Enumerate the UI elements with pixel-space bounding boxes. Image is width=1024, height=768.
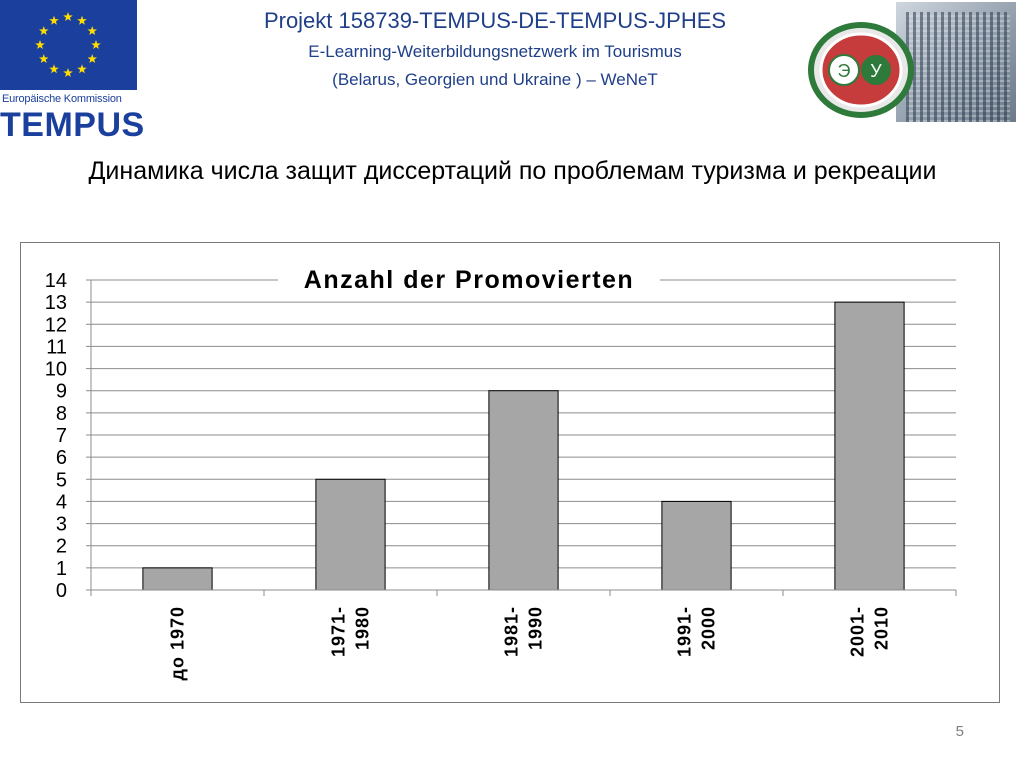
bar (661, 500, 732, 591)
bar (315, 478, 386, 591)
eu-star-icon (39, 54, 49, 63)
chart-frame: 0 1 2 3 4 5 6 7 8 9 10 11 12 13 14 до 1970 1971- 1980 1981… (20, 242, 1000, 703)
x-tick-label-line: 1980 (353, 606, 373, 650)
x-tick-label-line: 2001- (848, 606, 868, 657)
eu-star-icon (39, 26, 49, 35)
x-tick-label-line: 1971- (329, 606, 349, 657)
y-tick-label: 14 (45, 270, 67, 292)
eu-star-icon (35, 40, 45, 49)
y-tick-label: 9 (56, 381, 67, 403)
tempus-logo-text: TEMPUS (0, 106, 145, 144)
emblem-letter-u: У (870, 61, 882, 81)
x-tick-label: до 1970 (168, 606, 188, 680)
building-windows (906, 12, 1010, 122)
x-tick-label: 2001- 2010 (848, 606, 892, 657)
eu-star-icon (77, 64, 87, 74)
project-subtitle: E-Learning-Weiterbildungsnetzwerk im Tou… (308, 42, 682, 61)
y-tick-label: 5 (56, 469, 67, 491)
eu-star-icon (49, 64, 59, 74)
y-tick-label: 1 (56, 558, 67, 580)
y-tick-label: 13 (45, 292, 67, 314)
project-title: Projekt 158739-TEMPUS-DE-TEMPUS-JPHES (263, 8, 727, 33)
y-tick-label: 4 (56, 491, 67, 513)
eu-stars-icon (35, 12, 101, 77)
y-tick-label: 8 (56, 403, 67, 425)
emblem-letter-e: Э (838, 61, 851, 81)
x-tick-label-line: 1981- (502, 606, 522, 657)
project-countries: (Belarus, Georgien und Ukraine ) – WeNeT (332, 70, 658, 89)
bar (834, 301, 905, 591)
x-tick-label-line: 2010 (872, 606, 892, 650)
eu-star-icon (63, 68, 73, 77)
x-tick-label: 1981- 1990 (502, 606, 546, 657)
eu-star-icon (87, 54, 97, 63)
y-tick-label: 3 (56, 514, 67, 536)
y-tick-label: 6 (56, 447, 67, 469)
y-tick-label: 0 (56, 580, 67, 602)
chart-title: Anzahl der Promovierten (304, 266, 634, 294)
eu-star-icon (63, 12, 73, 21)
chart-title-backdrop (278, 257, 660, 299)
slide-title: Динамика числа защит диссертаций по проб… (88, 157, 937, 185)
x-tick-label-line: 1990 (526, 606, 546, 650)
bar (488, 390, 559, 591)
page-number: 5 (955, 723, 964, 740)
y-tick-label: 10 (45, 359, 67, 381)
x-tick-label: 1971- 1980 (329, 606, 373, 657)
y-tick-label: 7 (56, 425, 67, 447)
eu-commission-caption: Europäische Kommission (2, 93, 122, 105)
x-tick-label: 1991- 2000 (675, 606, 719, 657)
eu-star-icon (49, 15, 59, 25)
eu-star-icon (77, 15, 87, 25)
eu-star-icon (87, 26, 97, 35)
eu-flag-logo (0, 0, 137, 90)
y-tick-label: 2 (56, 536, 67, 558)
eu-star-icon (91, 40, 101, 49)
x-tick-label-line: до 1970 (168, 606, 188, 680)
x-tick-label-line: 1991- (675, 606, 695, 657)
university-emblem-icon: Э У (808, 22, 914, 118)
bar (142, 567, 213, 591)
x-tick-label-line: 2000 (699, 606, 719, 650)
y-tick-label: 11 (46, 336, 67, 358)
y-tick-label: 12 (45, 314, 67, 336)
